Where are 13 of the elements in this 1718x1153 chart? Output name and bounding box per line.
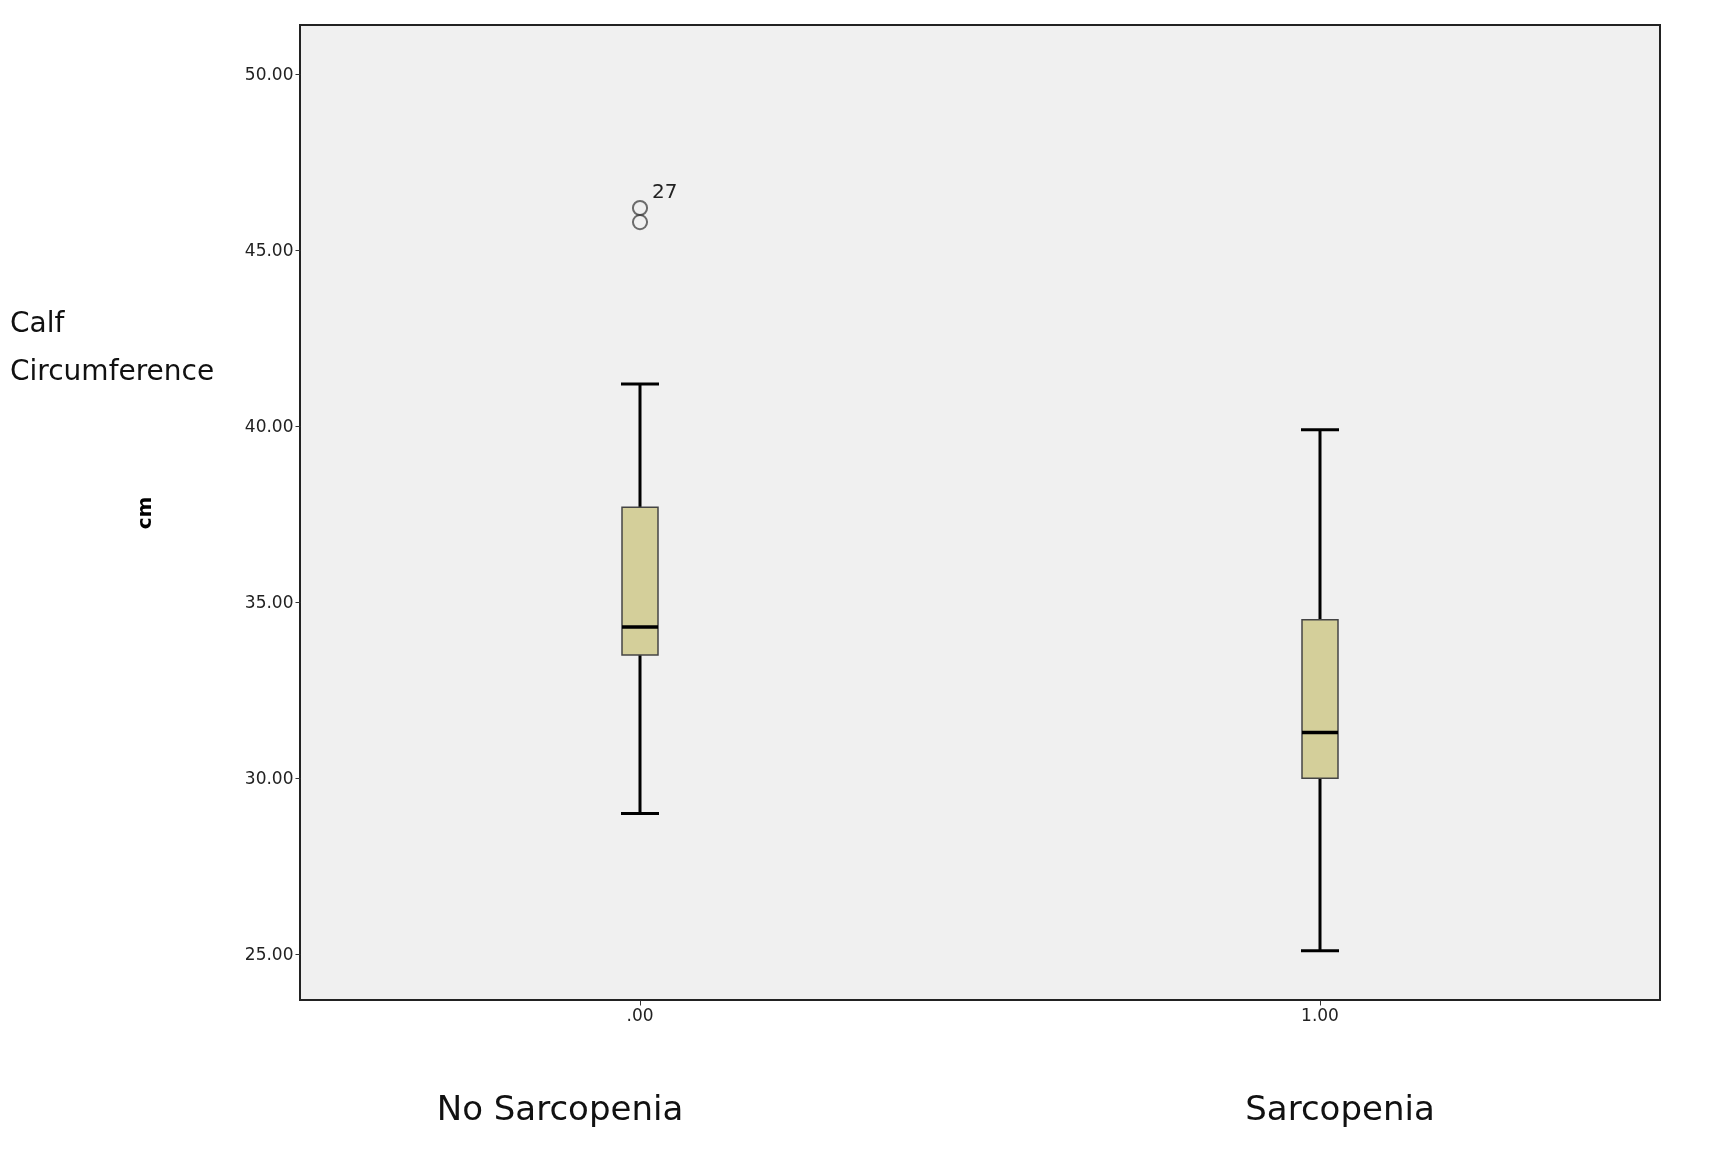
y-tick-label: 25.00 — [244, 943, 294, 964]
text: No Sarcopenia — [436, 1088, 684, 1128]
text: Sarcopenia — [1245, 1088, 1435, 1128]
y-tick-label: 50.00 — [244, 63, 294, 84]
text: Calf Circumference — [10, 306, 215, 387]
annotation: 27 — [652, 179, 678, 204]
y-tick-label: 45.00 — [244, 239, 294, 260]
y-tick-label: 35.00 — [244, 591, 294, 612]
y-axis-title: cm — [131, 496, 156, 530]
x-tick-label: .00 — [626, 1004, 654, 1025]
y-tick-label: 30.00 — [244, 767, 294, 788]
x-tick-label: 1.00 — [1301, 1004, 1339, 1025]
y-tick-label: 40.00 — [244, 415, 294, 436]
